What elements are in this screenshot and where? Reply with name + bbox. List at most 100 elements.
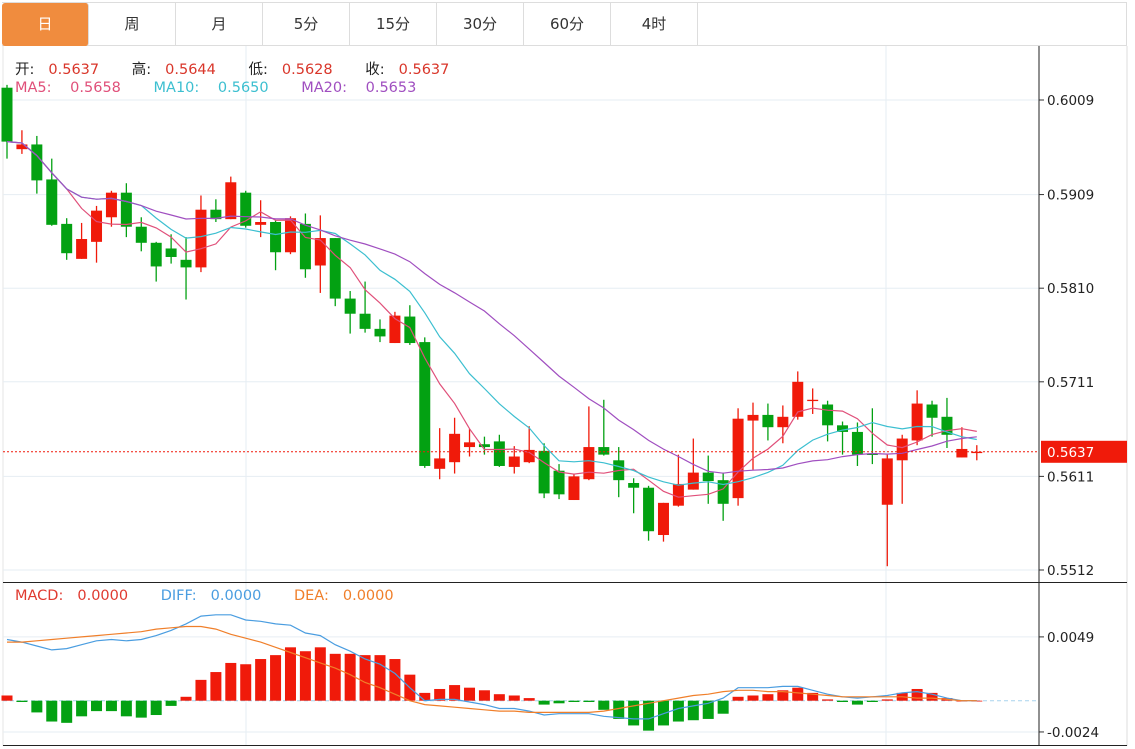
- candle-down: [762, 414, 774, 428]
- low-label: 低:: [248, 62, 268, 78]
- macd-bar-negative: [568, 700, 580, 703]
- candle-down: [598, 447, 610, 455]
- macd-value: 0.0000: [77, 588, 129, 604]
- candle-down: [837, 425, 849, 432]
- macd-bar-negative: [837, 700, 849, 703]
- macd-bar-negative: [150, 700, 162, 716]
- candle-down: [866, 453, 878, 455]
- candle-down: [240, 192, 252, 226]
- tab-60min[interactable]: 60分: [524, 3, 611, 46]
- candle-down: [404, 316, 416, 344]
- macd-bar-positive: [762, 694, 774, 701]
- ma5-line: [6, 141, 977, 498]
- macd-bar-positive: [911, 688, 923, 701]
- tab-4hour[interactable]: 4时: [611, 3, 698, 46]
- candle-down: [180, 259, 192, 268]
- candle-down: [270, 221, 282, 253]
- ma10-value: 0.5650: [217, 80, 269, 96]
- tab-5min[interactable]: 5分: [263, 3, 350, 46]
- macd-bar-negative: [91, 700, 103, 712]
- macd-bar-negative: [553, 700, 565, 704]
- candle-up: [314, 238, 326, 266]
- tab-week[interactable]: 周: [89, 3, 176, 46]
- macd-bar-positive: [389, 659, 401, 701]
- candle-down: [165, 248, 177, 257]
- period-tabs: 日 周 月 5分 15分 30分 60分 4时: [2, 2, 1127, 46]
- candle-up: [971, 451, 983, 454]
- candle-down: [941, 416, 953, 435]
- macd-bar-positive: [926, 692, 938, 701]
- macd-bar-positive: [792, 687, 804, 701]
- candle-up: [747, 414, 759, 421]
- candle-down: [210, 209, 222, 220]
- macd-bar-negative: [538, 700, 550, 705]
- macd-bar-positive: [434, 688, 446, 701]
- candle-down: [702, 472, 714, 482]
- macd-legend: MACD: 0.0000 DIFF: 0.0000 DEA: 0.0000: [15, 588, 422, 604]
- low-value: 0.5628: [281, 62, 333, 78]
- candle-down: [419, 342, 431, 466]
- ma10-label: MA10:: [153, 80, 200, 96]
- macd-bar-negative: [672, 700, 684, 722]
- candle-up: [105, 192, 117, 218]
- candle-up: [657, 502, 669, 536]
- current-price-label: 0.5637: [1047, 445, 1094, 461]
- tab-month[interactable]: 月: [176, 3, 263, 46]
- candle-down: [150, 242, 162, 267]
- ma20-label: MA20:: [301, 80, 348, 96]
- candle-up: [881, 458, 893, 505]
- macd-bar-negative: [46, 700, 58, 722]
- candle-up: [583, 447, 595, 480]
- candle-down: [538, 450, 550, 494]
- price-tick-label: 0.6009: [1047, 93, 1094, 109]
- macd-bar-negative: [61, 700, 73, 723]
- price-tick-label: 0.5512: [1047, 563, 1094, 579]
- macd-bar-negative: [702, 700, 714, 719]
- macd-bar-negative: [851, 700, 863, 705]
- macd-bar-positive: [464, 687, 476, 701]
- macd-bar-positive: [240, 664, 252, 701]
- macd-bar-negative: [105, 700, 117, 712]
- candle-up: [76, 239, 88, 259]
- macd-bar-positive: [299, 651, 311, 701]
- candle-up: [732, 418, 744, 499]
- candle-up: [449, 433, 461, 463]
- open-label: 开:: [15, 62, 35, 78]
- diff-label: DIFF:: [160, 588, 197, 604]
- macd-label: MACD:: [15, 588, 64, 604]
- macd-bar-positive: [210, 672, 222, 701]
- high-label: 高:: [131, 62, 152, 78]
- macd-bar-positive: [225, 662, 237, 701]
- macd-bar-negative: [165, 700, 177, 706]
- diff-line: [6, 614, 977, 720]
- macd-bar-negative: [628, 700, 640, 726]
- current-price-badge: [1041, 440, 1127, 463]
- macd-bar-positive: [255, 659, 267, 701]
- macd-bar-positive: [732, 696, 744, 701]
- candle-down: [344, 298, 356, 314]
- macd-bar-positive: [449, 685, 461, 701]
- dea-label: DEA:: [293, 588, 329, 604]
- tab-day[interactable]: 日: [2, 3, 89, 46]
- ohlc-legend: 开: 0.5637 高: 0.5644 低: 0.5628 收: 0.5637: [15, 58, 477, 79]
- diff-value: 0.0000: [210, 588, 262, 604]
- candle-up: [434, 458, 446, 469]
- candle-down: [643, 487, 655, 532]
- dea-value: 0.0000: [342, 588, 394, 604]
- macd-bar-positive: [344, 653, 356, 701]
- dea-line: [7, 625, 977, 714]
- close-label: 收:: [365, 62, 385, 78]
- price-tick-label: 0.5611: [1047, 469, 1094, 485]
- tab-15min[interactable]: 15分: [350, 3, 437, 46]
- ma20-line: [6, 141, 977, 474]
- candle-up: [225, 182, 237, 220]
- macd-bar-positive: [508, 695, 520, 701]
- candle-down: [628, 482, 640, 488]
- price-tick-label: 0.5810: [1047, 281, 1094, 297]
- macd-bar-negative: [717, 700, 729, 714]
- macd-bar-positive: [314, 647, 326, 701]
- price-tick-label: 0.5711: [1047, 375, 1094, 391]
- tab-30min[interactable]: 30分: [437, 3, 524, 46]
- ma20-value: 0.5653: [365, 80, 417, 96]
